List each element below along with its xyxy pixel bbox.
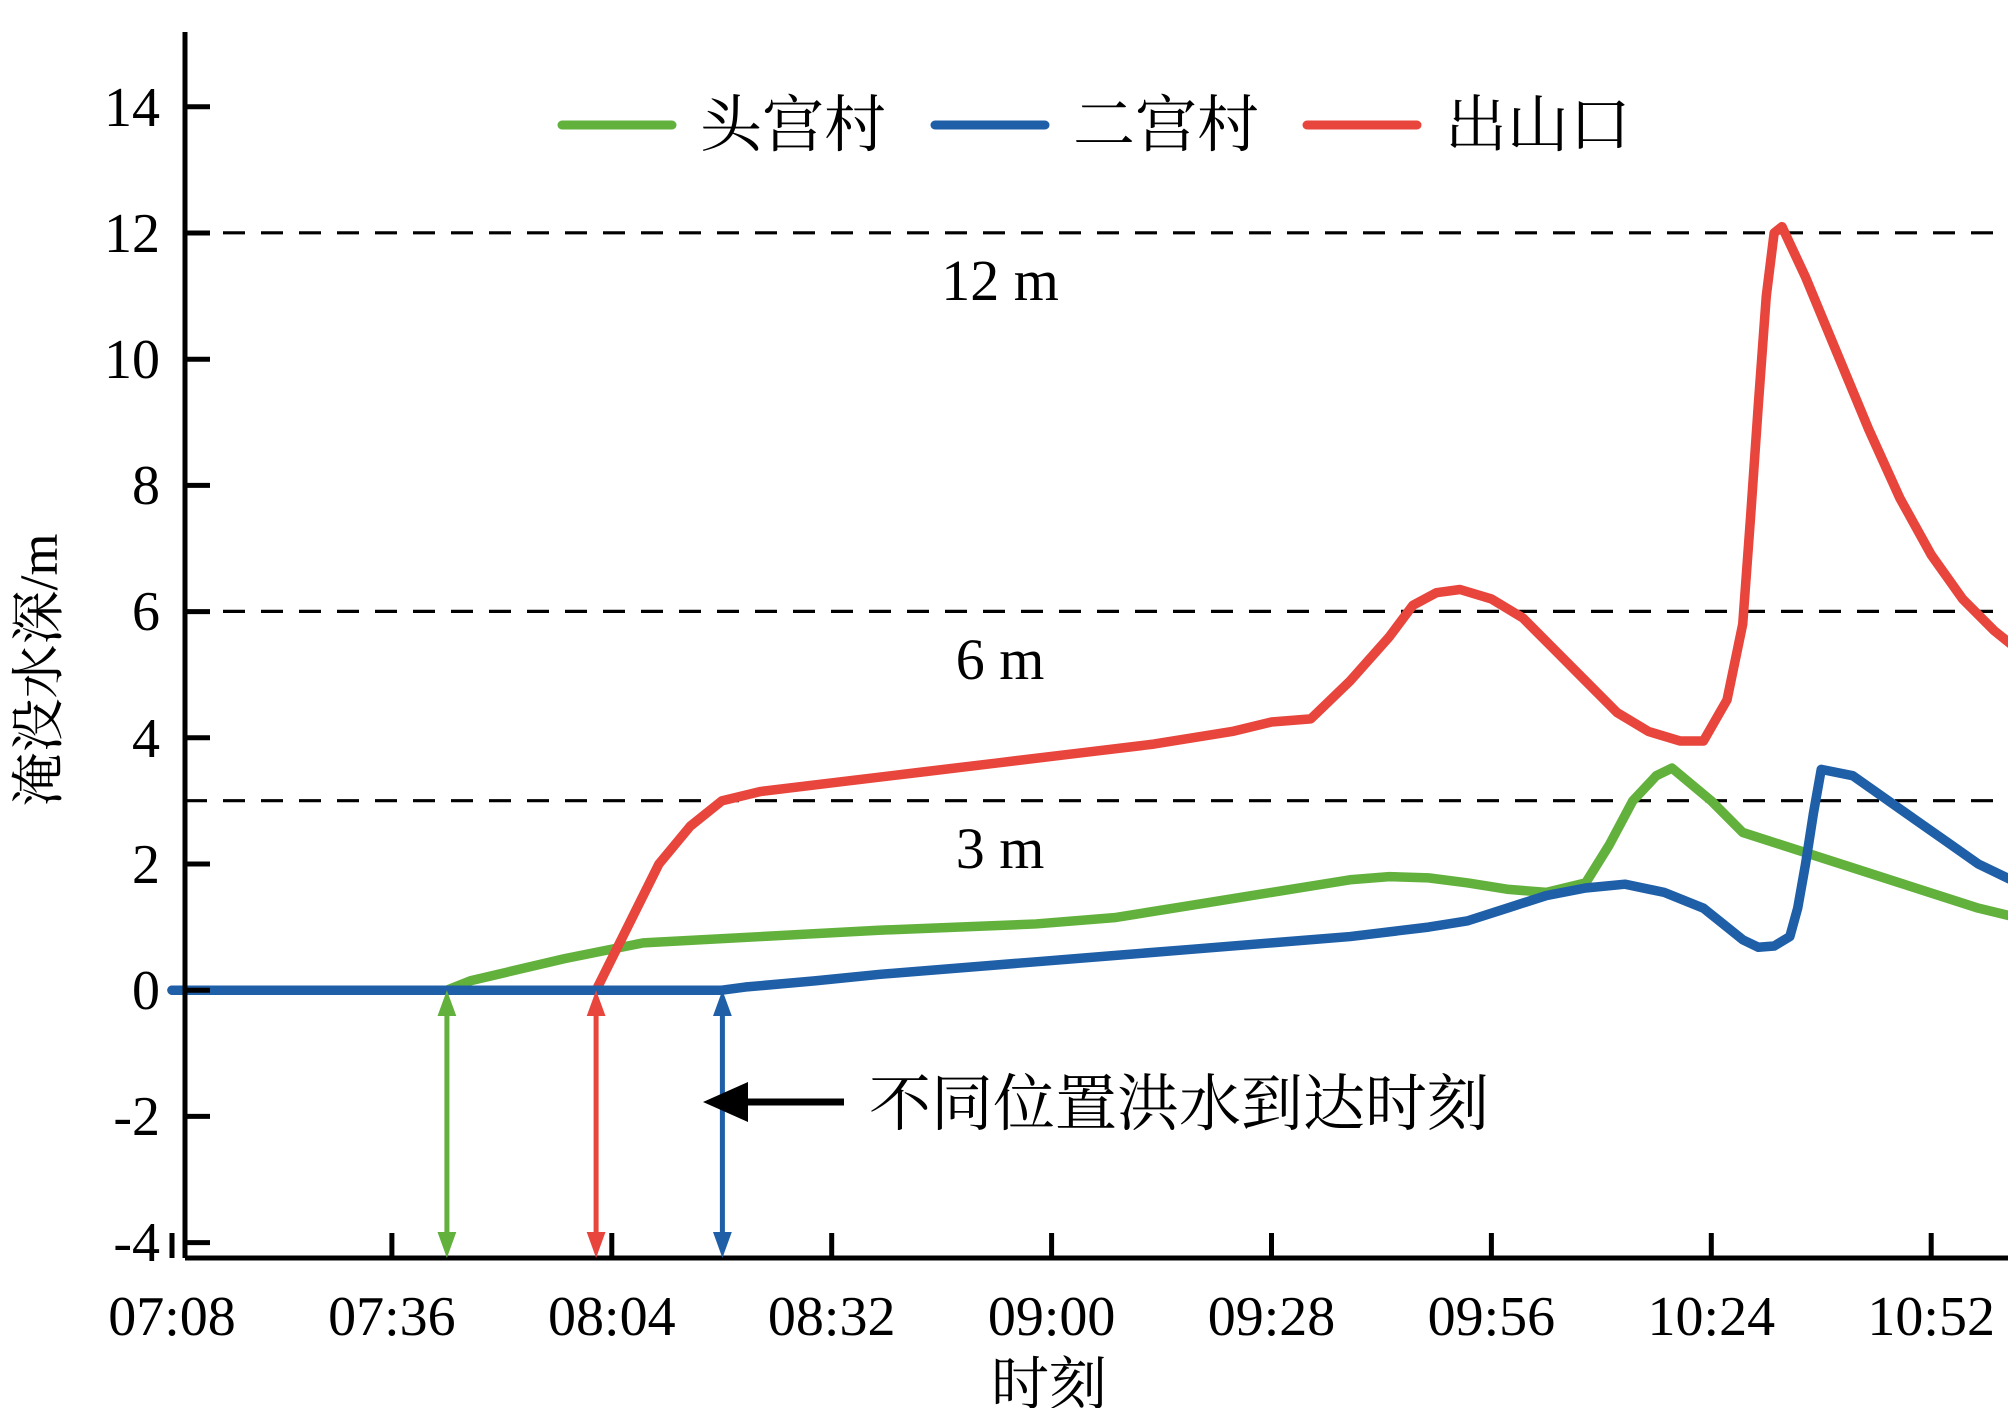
svg-text:10:24: 10:24 <box>1648 1286 1776 1348</box>
svg-text:12: 12 <box>104 203 160 265</box>
svg-text:时刻: 时刻 <box>991 1352 1107 1408</box>
svg-text:0: 0 <box>132 960 160 1022</box>
svg-text:-4: -4 <box>113 1212 160 1274</box>
svg-text:淹没水深/m: 淹没水深/m <box>9 533 69 806</box>
svg-text:不同位置洪水到达时刻: 不同位置洪水到达时刻 <box>869 1071 1489 1139</box>
svg-text:08:32: 08:32 <box>768 1286 896 1348</box>
svg-text:3 m: 3 m <box>956 816 1045 881</box>
svg-text:12 m: 12 m <box>941 248 1059 313</box>
svg-text:二宫村: 二宫村 <box>1073 92 1259 160</box>
svg-text:头宫村: 头宫村 <box>700 92 886 160</box>
svg-text:10: 10 <box>104 329 160 391</box>
svg-text:07:08: 07:08 <box>108 1286 236 1348</box>
svg-text:6 m: 6 m <box>956 627 1045 692</box>
svg-text:07:36: 07:36 <box>328 1286 456 1348</box>
svg-text:8: 8 <box>132 455 160 517</box>
svg-text:09:56: 09:56 <box>1428 1286 1556 1348</box>
svg-text:10:52: 10:52 <box>1867 1286 1995 1348</box>
svg-text:-2: -2 <box>113 1086 160 1148</box>
svg-text:6: 6 <box>132 581 160 643</box>
svg-text:出山口: 出山口 <box>1445 92 1631 160</box>
svg-text:4: 4 <box>132 708 160 770</box>
svg-text:2: 2 <box>132 834 160 896</box>
svg-text:08:04: 08:04 <box>548 1286 676 1348</box>
svg-text:14: 14 <box>104 77 160 139</box>
svg-text:09:00: 09:00 <box>988 1286 1116 1348</box>
svg-text:09:28: 09:28 <box>1208 1286 1336 1348</box>
